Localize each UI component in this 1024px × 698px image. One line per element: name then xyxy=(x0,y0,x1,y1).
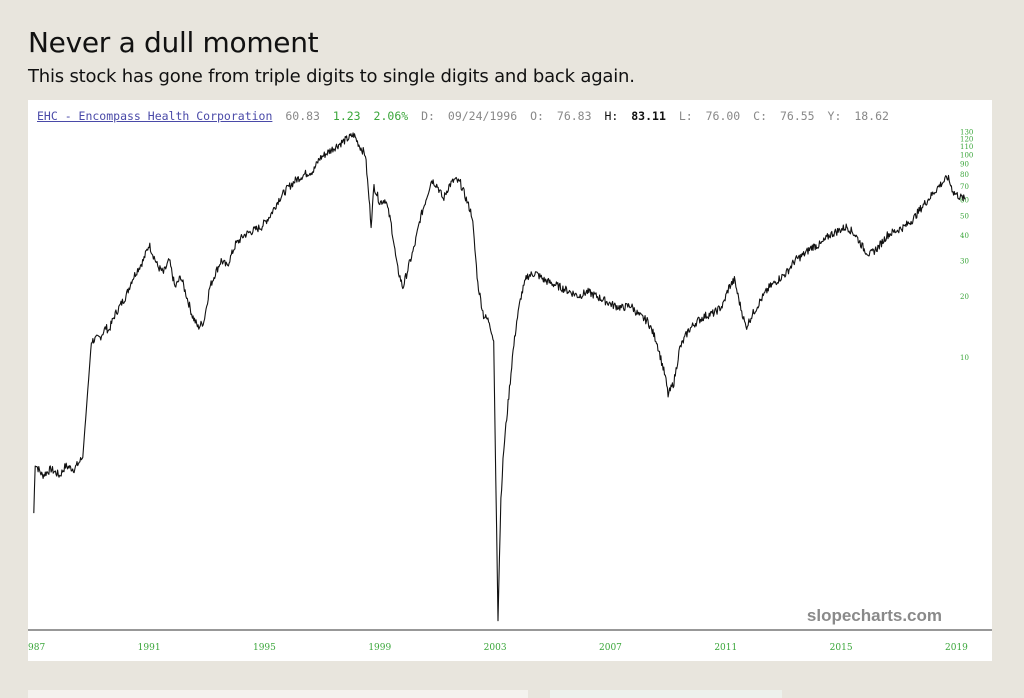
open-label: O: xyxy=(530,109,544,123)
y-tick-label: 90 xyxy=(960,161,969,169)
x-tick-label: 1991 xyxy=(138,643,161,653)
y-tick-label: 130 xyxy=(960,128,973,136)
y-tick-label: 60 xyxy=(960,196,969,204)
close-label: C: xyxy=(753,109,768,123)
y-tick-label: 70 xyxy=(960,183,969,191)
date-label: D: xyxy=(421,109,435,123)
x-tick-label: 2007 xyxy=(599,643,622,653)
x-tick-label: 1995 xyxy=(253,643,276,653)
high-label: H: xyxy=(604,109,619,123)
y-tick-label: 80 xyxy=(960,171,969,179)
y-tick-label: 30 xyxy=(960,257,969,265)
low-value: 76.00 xyxy=(705,109,741,123)
x-tick-label: 2015 xyxy=(830,643,853,653)
price-line xyxy=(33,132,966,622)
y-tick-label: 120 xyxy=(960,135,973,143)
price-change: 1.23 xyxy=(332,109,361,123)
page-title: Never a dull moment xyxy=(28,26,319,59)
x-tick-label: 2003 xyxy=(484,643,507,653)
info-bar: EHC - Encompass Health Corporation 60.83… xyxy=(37,109,895,123)
footer-strip xyxy=(28,690,528,698)
price-chart: 1987199119951999200320072011201520191301… xyxy=(28,128,992,653)
y-tick-label: 100 xyxy=(960,151,973,159)
chart-panel: 1987199119951999200320072011201520191301… xyxy=(28,100,992,661)
price-change-pct: 2.06% xyxy=(373,109,409,123)
y-tick-label: 110 xyxy=(960,143,973,151)
x-tick-label: 2011 xyxy=(714,643,737,653)
y-label: Y: xyxy=(827,109,842,123)
high-value: 83.11 xyxy=(631,109,666,123)
y-value: 18.62 xyxy=(854,109,889,123)
open-value: 76.83 xyxy=(556,109,592,123)
close-value: 76.55 xyxy=(779,109,815,123)
ticker-link[interactable]: EHC - Encompass Health Corporation xyxy=(37,109,273,123)
x-tick-label: 1999 xyxy=(368,643,391,653)
x-tick-label: 2019 xyxy=(945,643,968,653)
page-subtitle: This stock has gone from triple digits t… xyxy=(28,66,635,87)
y-tick-label: 10 xyxy=(960,354,969,362)
x-tick-label: 1987 xyxy=(28,643,45,653)
date-value: 09/24/1996 xyxy=(447,109,518,123)
footer-strip-right xyxy=(550,690,782,698)
y-tick-label: 40 xyxy=(960,232,969,240)
y-tick-label: 50 xyxy=(960,212,969,220)
last-price: 60.83 xyxy=(285,109,320,123)
y-tick-label: 20 xyxy=(960,293,969,301)
low-label: L: xyxy=(678,109,693,123)
watermark: slopecharts.com xyxy=(807,606,942,625)
